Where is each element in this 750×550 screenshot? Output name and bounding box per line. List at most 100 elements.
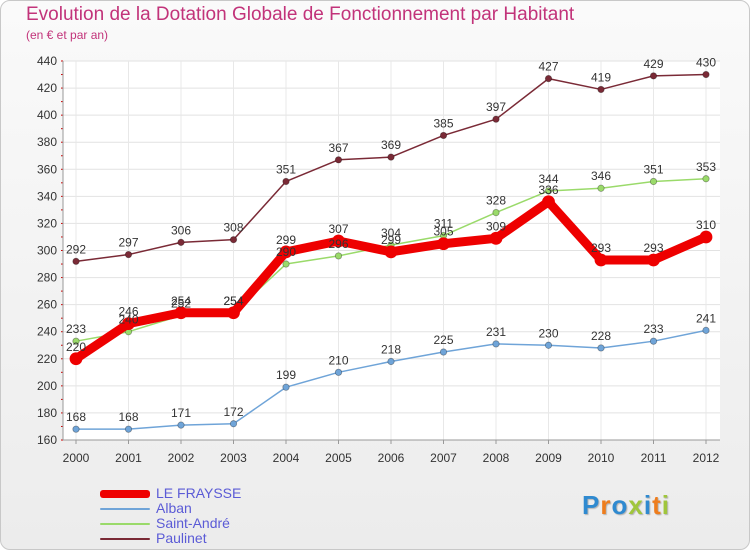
y-tick-label: 340 [37, 189, 57, 203]
data-point-saint-andr- [544, 187, 553, 195]
data-point-paulinet [649, 72, 658, 80]
data-point-alban [597, 344, 605, 352]
data-point-paulinet [492, 115, 500, 123]
data-point-le-fraysse [332, 234, 345, 248]
data-point-alban [72, 425, 80, 433]
data-label-le-fraysse: 293 [643, 241, 663, 255]
proxiti-logo: Proxiti [582, 490, 670, 521]
data-point-le-fraysse [437, 237, 450, 251]
data-label-paulinet: 292 [66, 242, 86, 256]
data-label-saint-andr-: 328 [486, 194, 506, 208]
x-tick-label: 2009 [535, 451, 562, 465]
data-label-le-fraysse: 299 [381, 233, 401, 247]
data-label-le-fraysse: 309 [486, 219, 506, 233]
data-label-le-fraysse: 299 [276, 233, 296, 247]
data-label-le-fraysse: 220 [66, 340, 86, 354]
data-label-saint-andr-: 240 [118, 313, 138, 327]
x-tick-label: 2012 [693, 451, 720, 465]
legend-label-saint-andre: Saint-André [156, 515, 230, 531]
x-tick-label: 2004 [273, 451, 300, 465]
data-label-saint-andr-: 254 [223, 294, 243, 308]
data-point-paulinet [334, 156, 343, 164]
y-tick-label: 320 [37, 216, 57, 230]
data-point-paulinet [282, 177, 290, 186]
data-point-saint-andr- [72, 337, 80, 345]
legend-label-alban: Alban [156, 500, 192, 516]
data-label-le-fraysse: 305 [433, 225, 453, 239]
x-tick-label: 2000 [63, 451, 90, 465]
y-tick-label: 280 [37, 271, 57, 285]
y-tick-label: 400 [37, 108, 57, 122]
logo-letter: o [611, 490, 629, 520]
data-label-alban: 225 [433, 333, 453, 347]
data-label-alban: 168 [118, 410, 138, 424]
data-point-le-fraysse [594, 253, 608, 267]
data-point-saint-andr- [282, 260, 290, 268]
y-tick-label: 420 [37, 81, 57, 95]
data-point-le-fraysse [122, 317, 135, 330]
data-point-le-fraysse [227, 306, 240, 320]
data-point-saint-andr- [649, 177, 658, 186]
x-tick-label: 2011 [641, 451, 667, 465]
data-point-paulinet [544, 74, 553, 83]
data-point-paulinet [229, 236, 238, 244]
data-label-alban: 172 [223, 405, 243, 419]
data-label-alban: 228 [591, 329, 611, 343]
data-label-paulinet: 419 [591, 70, 611, 84]
data-label-alban: 168 [66, 410, 86, 424]
data-point-le-fraysse [69, 352, 83, 366]
chart-title: Evolution de la Dotation Globale de Fonc… [26, 4, 575, 25]
x-tick-label: 2001 [115, 451, 142, 465]
data-label-paulinet: 308 [223, 221, 243, 235]
data-point-paulinet [124, 250, 133, 259]
data-label-le-fraysse: 254 [223, 294, 243, 308]
data-label-saint-andr-: 353 [696, 160, 716, 174]
y-tick-label: 380 [37, 135, 57, 149]
x-tick-label: 2007 [430, 451, 457, 465]
data-label-saint-andr-: 351 [643, 162, 663, 176]
data-label-alban: 171 [171, 406, 191, 420]
y-tick-label: 240 [37, 325, 57, 339]
data-label-paulinet: 430 [696, 56, 716, 70]
y-tick-label: 360 [37, 162, 57, 176]
logo-letter: r [600, 490, 612, 520]
data-label-saint-andr-: 304 [381, 226, 401, 240]
data-point-le-fraysse [647, 253, 660, 267]
data-point-le-fraysse [174, 306, 188, 320]
data-label-le-fraysse: 293 [591, 241, 611, 255]
series [69, 70, 713, 433]
data-label-alban: 210 [328, 353, 348, 367]
data-label-alban: 230 [538, 326, 558, 340]
x-tick-label: 2010 [588, 451, 615, 465]
data-labels: 292 297 306 308 351 367 369 385 397 427 419 429 430 2… [66, 56, 716, 425]
data-point-saint-andr- [597, 184, 605, 192]
data-label-alban: 218 [381, 342, 401, 356]
y-tick-label: 160 [37, 433, 57, 447]
data-label-paulinet: 367 [328, 141, 348, 155]
data-point-paulinet [597, 85, 605, 94]
data-label-saint-andr-: 290 [276, 245, 296, 259]
data-label-le-fraysse: 310 [696, 218, 716, 232]
data-label-saint-andr-: 296 [328, 237, 348, 251]
data-point-alban [124, 425, 133, 433]
data-point-alban [229, 420, 238, 428]
y-tick-label: 200 [37, 379, 57, 393]
data-point-alban [282, 383, 290, 391]
legend-label-paulinet: Paulinet [156, 530, 207, 546]
data-label-le-fraysse: 307 [328, 222, 348, 236]
logo-letter: P [582, 490, 601, 520]
legend-swatch-alban [100, 508, 150, 510]
data-point-alban [334, 368, 343, 376]
data-label-alban: 199 [276, 368, 296, 382]
y-tick-label: 180 [37, 406, 57, 420]
data-label-le-fraysse: 336 [538, 183, 558, 197]
data-point-alban [177, 421, 185, 429]
data-point-alban [492, 340, 500, 348]
x-tick-label: 2003 [220, 451, 247, 465]
data-point-paulinet [177, 238, 185, 246]
data-point-le-fraysse [279, 245, 293, 259]
legend-label-le-fraysse: LE FRAYSSE [156, 485, 242, 501]
legend-swatch-saint-andre [100, 523, 150, 525]
x-tick-label: 2005 [325, 451, 352, 465]
